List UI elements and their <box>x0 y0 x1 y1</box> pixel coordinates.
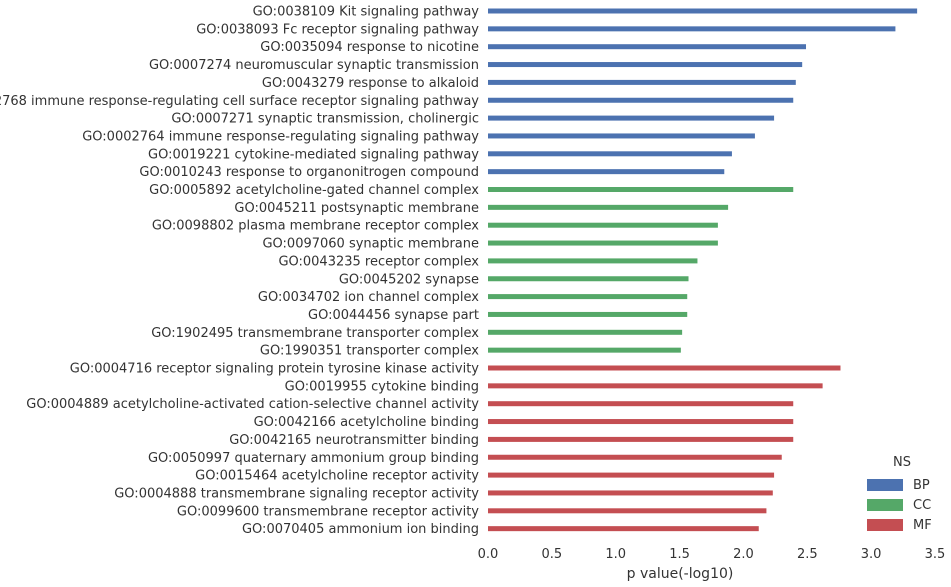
bar-bp-9 <box>488 169 725 175</box>
legend-swatch-cc <box>867 499 903 511</box>
legend-item-bp: BP <box>862 475 942 495</box>
category-label-16: GO:0034702 ion channel complex <box>258 290 479 305</box>
legend-label-mf: MF <box>913 517 932 533</box>
bar-mf-22 <box>488 401 794 407</box>
category-label-13: GO:0097060 synaptic membrane <box>262 237 479 252</box>
category-label-10: GO:0005892 acetylcholine-gated channel c… <box>149 183 479 198</box>
legend-title: NS <box>893 455 911 470</box>
x-tick-label-1: 0.5 <box>542 547 563 562</box>
legend-label-cc: CC <box>913 497 932 513</box>
category-label-12: GO:0098802 plasma membrane receptor comp… <box>152 219 479 234</box>
category-label-29: GO:0070405 ammonium ion binding <box>242 522 479 537</box>
x-tick-label-2: 1.0 <box>605 547 626 562</box>
category-label-7: GO:0002764 immune response-regulating si… <box>82 129 479 144</box>
bar-mf-25 <box>488 454 782 460</box>
category-label-19: GO:1990351 transporter complex <box>260 344 479 359</box>
bar-bp-0 <box>488 8 918 14</box>
legend-swatch-bp <box>867 479 903 491</box>
category-label-8: GO:0019221 cytokine-mediated signaling p… <box>148 147 479 162</box>
bar-cc-13 <box>488 240 718 246</box>
bar-bp-6 <box>488 115 775 121</box>
category-label-11: GO:0045211 postsynaptic membrane <box>234 201 479 216</box>
category-labels: GO:0038109 Kit signaling pathway GO:00380… <box>0 5 479 538</box>
x-tick-label-6: 3.0 <box>861 547 882 562</box>
bar-bp-8 <box>488 151 732 157</box>
category-label-23: GO:0042166 acetylcholine binding <box>254 415 479 430</box>
category-label-3: GO:0007274 neuromuscular synaptic transm… <box>149 58 479 73</box>
bar-bp-7 <box>488 133 755 139</box>
bar-cc-10 <box>488 187 794 192</box>
category-label-15: GO:0045202 synapse <box>339 272 479 287</box>
bar-cc-15 <box>488 276 689 282</box>
bar-cc-17 <box>488 311 688 317</box>
bar-bp-1 <box>488 26 896 32</box>
bar-mf-20 <box>488 365 841 371</box>
x-tick-label-0: 0.0 <box>478 547 499 562</box>
category-label-27: GO:0004888 transmembrane signaling recep… <box>114 486 479 501</box>
category-label-26: GO:0015464 acetylcholine receptor activi… <box>195 469 479 484</box>
category-label-1: GO:0038093 Fc receptor signaling pathway <box>196 22 479 37</box>
category-label-14: GO:0043235 receptor complex <box>278 254 479 269</box>
category-label-18: GO:1902495 transmembrane transporter com… <box>151 326 479 341</box>
bar-cc-16 <box>488 294 688 300</box>
bar-cc-14 <box>488 258 698 264</box>
x-tick-label-3: 1.5 <box>669 547 690 562</box>
bar-mf-27 <box>488 490 773 496</box>
legend-swatch-mf <box>867 519 903 531</box>
bar-bp-2 <box>488 44 807 50</box>
category-label-22: GO:0004889 acetylcholine-activated catio… <box>26 397 479 412</box>
bar-cc-11 <box>488 204 729 210</box>
bar-cc-18 <box>488 329 683 335</box>
legend-item-cc: CC <box>862 495 942 515</box>
bar-cc-12 <box>488 222 718 228</box>
legend-item-mf: MF <box>862 515 942 535</box>
bar-mf-26 <box>488 472 775 478</box>
bar-mf-21 <box>488 383 823 389</box>
category-label-24: GO:0042165 neurotransmitter binding <box>229 433 479 448</box>
bar-bp-5 <box>488 97 794 103</box>
x-axis-label: p value(-log10) <box>627 566 734 582</box>
category-label-9: GO:0010243 response to organonitrogen co… <box>139 165 479 180</box>
bar-mf-24 <box>488 436 794 442</box>
bar-bp-4 <box>488 79 796 85</box>
bar-group <box>488 8 918 532</box>
category-label-5: GO:0002768 immune response-regulating ce… <box>0 94 479 109</box>
category-label-0: GO:0038109 Kit signaling pathway <box>253 5 480 20</box>
x-tick-labels: 0.0 0.5 1.0 1.5 2.0 2.5 3.0 3.5 <box>478 547 946 562</box>
x-tick-label-5: 2.5 <box>797 547 818 562</box>
bar-mf-28 <box>488 508 767 514</box>
category-label-4: GO:0043279 response to alkaloid <box>262 76 479 91</box>
x-tick-label-7: 3.5 <box>925 547 946 562</box>
category-label-25: GO:0050997 quaternary ammonium group bin… <box>148 451 479 466</box>
category-label-6: GO:0007271 synaptic transmission, cholin… <box>171 112 479 127</box>
bar-mf-29 <box>488 526 759 532</box>
category-label-17: GO:0044456 synapse part <box>308 308 479 323</box>
bar-cc-19 <box>488 347 681 353</box>
category-label-28: GO:0099600 transmembrane receptor activi… <box>177 504 479 519</box>
category-label-21: GO:0019955 cytokine binding <box>285 379 479 394</box>
bar-bp-3 <box>488 62 803 68</box>
category-label-20: GO:0004716 receptor signaling protein ty… <box>70 362 480 377</box>
bar-mf-23 <box>488 419 794 425</box>
legend: NS BP CC MF <box>862 455 942 535</box>
category-label-2: GO:0035094 response to nicotine <box>260 40 479 55</box>
x-tick-label-4: 2.0 <box>733 547 754 562</box>
legend-label-bp: BP <box>913 477 930 493</box>
